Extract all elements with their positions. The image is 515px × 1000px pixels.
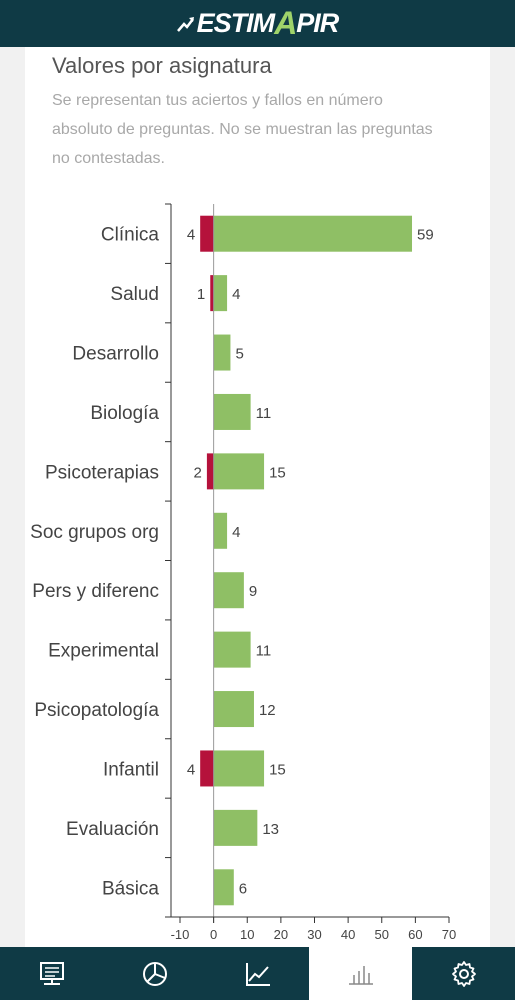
correct-value-label: 9 <box>249 583 257 600</box>
correct-bar <box>213 453 265 490</box>
x-tick-label: 20 <box>274 927 288 942</box>
exam-icon <box>39 961 64 985</box>
bar-chart-icon <box>348 965 373 985</box>
correct-bar <box>213 809 258 846</box>
chart-subtitle: Se representan tus aciertos y fallos en … <box>52 92 433 167</box>
wrong-value-label: 4 <box>187 761 195 778</box>
correct-value-label: 6 <box>239 880 247 897</box>
category-label: Experimental <box>48 641 159 662</box>
correct-value-label: 11 <box>256 643 272 660</box>
tab-settings[interactable] <box>412 947 515 1000</box>
trend-arrow-icon <box>176 16 194 32</box>
category-label: Clínica <box>101 225 160 246</box>
tab-pie[interactable] <box>103 947 206 1000</box>
correct-value-label: 12 <box>259 702 276 719</box>
wrong-value-label: 4 <box>187 227 195 244</box>
x-tick-label: 50 <box>375 927 389 942</box>
x-tick-label: -10 <box>171 927 190 942</box>
chart-title: Valores por asignatura <box>52 53 272 78</box>
category-label: Evaluación <box>66 819 159 840</box>
correct-bar <box>213 334 231 371</box>
correct-bar <box>213 393 251 430</box>
correct-value-label: 59 <box>417 227 434 244</box>
x-tick-label: 60 <box>408 927 422 942</box>
category-label: Infantil <box>103 759 159 780</box>
x-tick-label: 30 <box>307 927 321 942</box>
category-label: Pers y diferenc <box>32 581 159 602</box>
top-bar: ESTIM A PIR <box>0 0 515 47</box>
x-tick-label: 40 <box>341 927 355 942</box>
correct-value-label: 11 <box>256 405 272 422</box>
bar-chart: Clínica 59 4 Salud 4 1 Desarrollo 5 Biología 11 Ps… <box>30 203 456 942</box>
wrong-bar <box>210 275 214 312</box>
category-label: Básica <box>102 878 159 899</box>
tab-exams[interactable] <box>0 947 103 1000</box>
correct-value-label: 5 <box>235 346 243 363</box>
category-label: Psicopatología <box>34 700 159 721</box>
tab-bar[interactable] <box>309 947 412 1000</box>
line-chart-icon <box>245 962 270 986</box>
wrong-bar <box>200 215 214 252</box>
bottom-nav <box>0 947 515 1000</box>
logo: ESTIM A PIR <box>176 5 339 41</box>
category-label: Biología <box>90 403 159 424</box>
category-label: Salud <box>110 284 159 305</box>
correct-bar <box>213 275 228 312</box>
x-tick-label: 10 <box>240 927 254 942</box>
correct-bar <box>213 631 251 668</box>
logo-suffix: PIR <box>296 8 339 38</box>
tab-evolution[interactable] <box>206 947 309 1000</box>
category-label: Psicoterapias <box>45 462 159 483</box>
wrong-value-label: 2 <box>194 464 202 481</box>
x-tick-label: 70 <box>442 927 456 942</box>
correct-value-label: 15 <box>269 464 286 481</box>
correct-bar <box>213 691 254 728</box>
logo-prefix: ESTIM <box>196 8 276 38</box>
pie-chart-icon <box>142 961 167 986</box>
wrong-bar <box>206 453 214 490</box>
correct-bar <box>213 869 234 906</box>
category-label: Desarrollo <box>72 344 159 365</box>
logo-accent: A <box>274 5 297 41</box>
correct-value-label: 4 <box>232 524 240 541</box>
correct-bar <box>213 215 413 252</box>
x-tick-label: 0 <box>210 927 217 942</box>
wrong-bar <box>200 750 214 787</box>
chart-card <box>25 47 490 947</box>
correct-bar <box>213 572 244 609</box>
correct-value-label: 15 <box>269 761 286 778</box>
gear-icon <box>451 960 476 987</box>
correct-value-label: 13 <box>262 821 279 838</box>
correct-value-label: 4 <box>232 286 240 303</box>
correct-bar <box>213 750 265 787</box>
wrong-value-label: 1 <box>197 286 205 303</box>
correct-bar <box>213 512 228 549</box>
category-label: Soc grupos org <box>30 522 159 543</box>
